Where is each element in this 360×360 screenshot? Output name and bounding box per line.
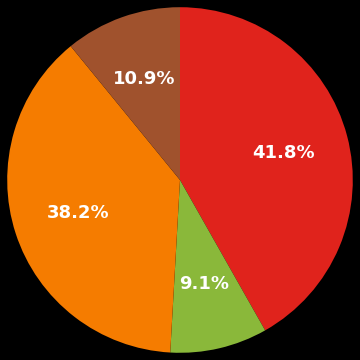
Text: 9.1%: 9.1% (179, 275, 229, 293)
Wedge shape (180, 7, 353, 330)
Wedge shape (71, 7, 180, 180)
Text: 10.9%: 10.9% (113, 70, 175, 88)
Text: 41.8%: 41.8% (252, 144, 315, 162)
Text: 38.2%: 38.2% (47, 204, 109, 222)
Wedge shape (7, 46, 180, 352)
Wedge shape (170, 180, 265, 353)
